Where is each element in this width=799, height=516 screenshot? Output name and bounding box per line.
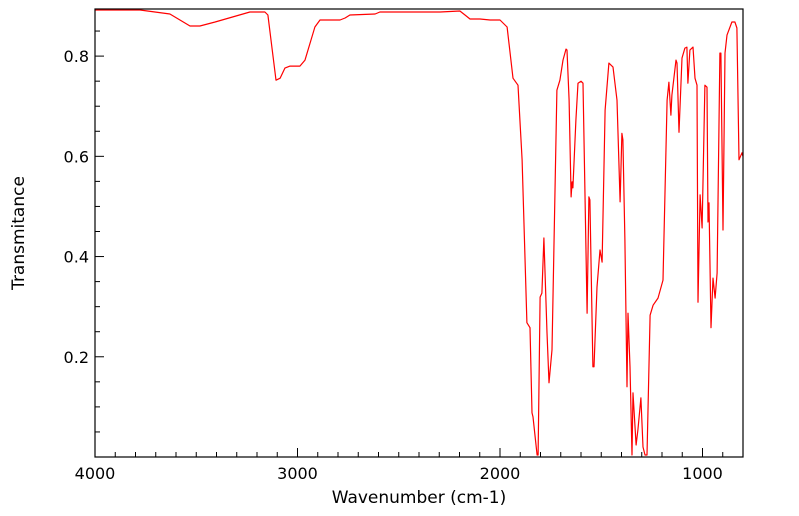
y-tick-label: 0.8 [64, 47, 89, 66]
y-axis-ticks [95, 30, 104, 433]
x-axis-ticks [94, 448, 744, 457]
x-tick-label: 2000 [480, 464, 521, 483]
plot-frame [94, 8, 744, 458]
x-axis-title: Wavenumber (cm-1) [332, 488, 507, 508]
x-tick-label: 3000 [277, 464, 318, 483]
y-tick-label: 0.6 [64, 147, 89, 166]
spectrum-line [95, 9, 744, 456]
y-tick-label: 0.4 [64, 248, 89, 267]
y-axis-title: Transmitance [9, 176, 29, 291]
x-tick-label: 4000 [75, 464, 116, 483]
x-tick-label: 1000 [682, 464, 723, 483]
y-tick-label: 0.2 [64, 348, 89, 367]
